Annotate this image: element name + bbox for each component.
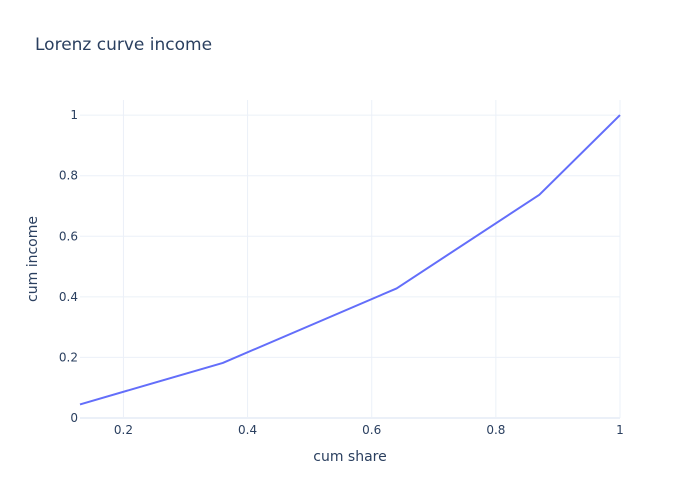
y-axis-title: cum income [25,216,41,302]
x-tick-label: 1 [616,423,624,437]
x-tick-label: 0.4 [238,423,257,437]
y-tick-label: 0 [70,411,78,425]
y-axis-ticks: 0 0.2 0.4 0.6 0.8 1 [59,108,78,425]
chart-title: Lorenz curve income [35,35,212,55]
y-tick-label: 0.2 [59,350,78,364]
lorenz-curve-line [79,114,621,406]
x-axis-title: cum share [313,449,386,465]
x-axis-ticks: 0.2 0.4 0.6 0.8 1 [114,423,624,437]
x-tick-label: 0.6 [362,423,381,437]
x-tick-label: 0.8 [486,423,505,437]
y-tick-label: 1 [70,108,78,122]
y-tick-label: 0.8 [59,169,78,183]
y-tick-label: 0.6 [59,229,78,243]
x-tick-label: 0.2 [114,423,133,437]
y-tick-label: 0.4 [59,290,78,304]
series-layer [79,114,621,406]
grid-layer [80,100,621,419]
